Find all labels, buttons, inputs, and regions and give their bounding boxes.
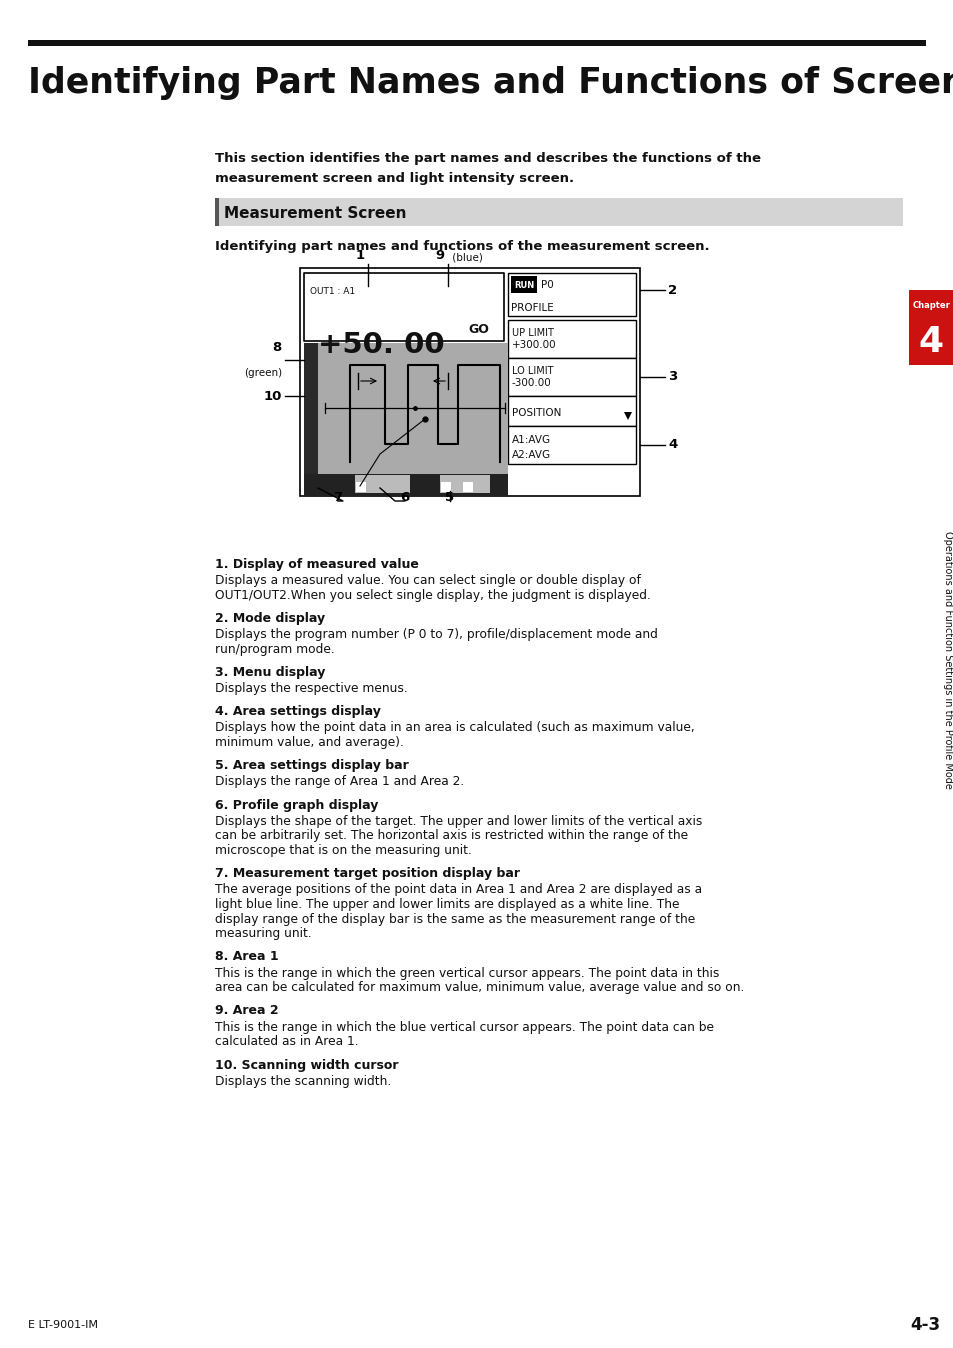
Text: 6: 6 [400, 491, 409, 504]
Text: Measurement Screen: Measurement Screen [224, 205, 406, 221]
Text: 1: 1 [355, 249, 365, 262]
Text: 1. Display of measured value: 1. Display of measured value [214, 558, 418, 572]
Text: 4. Area settings display: 4. Area settings display [214, 705, 380, 718]
Text: Displays the program number (P 0 to 7), profile/displacement mode and: Displays the program number (P 0 to 7), … [214, 628, 658, 642]
Text: 5. Area settings display bar: 5. Area settings display bar [214, 759, 408, 772]
Text: LO LIMIT: LO LIMIT [512, 367, 553, 376]
Text: area can be calculated for maximum value, minimum value, average value and so on: area can be calculated for maximum value… [214, 981, 743, 993]
Text: UP LIMIT: UP LIMIT [512, 328, 554, 338]
Text: 2: 2 [667, 283, 677, 297]
Text: display range of the display bar is the same as the measurement range of the: display range of the display bar is the … [214, 913, 695, 926]
Text: Displays the range of Area 1 and Area 2.: Displays the range of Area 1 and Area 2. [214, 775, 464, 789]
Text: calculated as in Area 1.: calculated as in Area 1. [214, 1035, 358, 1047]
Text: OUT1 : A1: OUT1 : A1 [310, 287, 355, 297]
Text: (blue): (blue) [449, 252, 482, 262]
Text: -300.00: -300.00 [512, 377, 551, 388]
Text: POSITION: POSITION [512, 408, 560, 418]
Bar [28, 40, 925, 46]
Text: E LT-9001-IM: E LT-9001-IM [28, 1320, 98, 1330]
Text: +50. 00: +50. 00 [317, 332, 444, 359]
Text: measurement screen and light intensity screen.: measurement screen and light intensity s… [214, 173, 574, 185]
Polygon shape [623, 412, 631, 421]
Text: This is the range in which the blue vertical cursor appears. The point data can : This is the range in which the blue vert… [214, 1020, 713, 1034]
Text: Displays how the point data in an area is calculated (such as maximum value,: Displays how the point data in an area i… [214, 721, 694, 735]
Bar [511, 276, 537, 293]
Text: 4: 4 [918, 325, 943, 359]
Text: 9. Area 2: 9. Area 2 [214, 1004, 278, 1018]
Text: This is the range in which the green vertical cursor appears. The point data in : This is the range in which the green ver… [214, 967, 719, 980]
Text: 3. Menu display: 3. Menu display [214, 666, 325, 679]
Bar [462, 483, 473, 492]
Text: light blue line. The upper and lower limits are displayed as a white line. The: light blue line. The upper and lower lim… [214, 898, 679, 911]
Text: 10. Scanning width cursor: 10. Scanning width cursor [214, 1058, 398, 1072]
Text: 6. Profile graph display: 6. Profile graph display [214, 799, 378, 811]
Text: Chapter: Chapter [912, 302, 949, 310]
Bar [507, 319, 636, 359]
Text: Operations and Function Settings in the Profile Mode: Operations and Function Settings in the … [942, 531, 952, 789]
Bar [355, 474, 410, 493]
Bar [304, 274, 503, 341]
Text: PROFILE: PROFILE [511, 303, 553, 313]
Bar [507, 396, 636, 426]
Text: minimum value, and average).: minimum value, and average). [214, 736, 403, 749]
Text: Identifying Part Names and Functions of Screens: Identifying Part Names and Functions of … [28, 66, 953, 100]
Text: 8: 8 [273, 341, 282, 355]
Bar [908, 290, 953, 365]
Text: GO: GO [468, 324, 488, 336]
Text: run/program mode.: run/program mode. [214, 643, 335, 655]
Bar [214, 198, 902, 226]
Text: This section identifies the part names and describes the functions of the: This section identifies the part names a… [214, 152, 760, 164]
Bar [299, 268, 639, 496]
Text: 5: 5 [445, 491, 454, 504]
Text: OUT1/OUT2.When you select single display, the judgment is displayed.: OUT1/OUT2.When you select single display… [214, 589, 650, 601]
Text: Displays the shape of the target. The upper and lower limits of the vertical axi: Displays the shape of the target. The up… [214, 816, 701, 828]
Text: can be arbitrarily set. The horizontal axis is restricted within the range of th: can be arbitrarily set. The horizontal a… [214, 829, 687, 842]
Text: measuring unit.: measuring unit. [214, 927, 312, 940]
Text: 9: 9 [436, 249, 444, 262]
Text: (green): (green) [244, 368, 282, 377]
Text: A2:AVG: A2:AVG [512, 450, 551, 460]
Text: 7. Measurement target position display bar: 7. Measurement target position display b… [214, 868, 519, 880]
Bar [304, 342, 317, 474]
Text: microscope that is on the measuring unit.: microscope that is on the measuring unit… [214, 844, 472, 857]
Text: Identifying part names and functions of the measurement screen.: Identifying part names and functions of … [214, 240, 709, 253]
Text: 4: 4 [667, 438, 677, 452]
Text: 10: 10 [263, 390, 282, 403]
Bar [507, 426, 636, 464]
Text: 7: 7 [334, 491, 342, 504]
Text: Displays the respective menus.: Displays the respective menus. [214, 682, 407, 696]
Bar [439, 474, 490, 493]
Text: Displays a measured value. You can select single or double display of: Displays a measured value. You can selec… [214, 574, 640, 586]
Text: +300.00: +300.00 [512, 340, 556, 350]
Bar [355, 483, 366, 492]
Text: 4-3: 4-3 [909, 1316, 939, 1335]
Text: Displays the scanning width.: Displays the scanning width. [214, 1074, 391, 1088]
Text: A1:AVG: A1:AVG [512, 435, 551, 445]
Text: 3: 3 [667, 371, 677, 383]
Text: RUN: RUN [514, 280, 534, 290]
Bar [507, 359, 636, 396]
Bar [304, 342, 507, 474]
Bar [507, 274, 636, 315]
Text: P0: P0 [540, 280, 553, 290]
Text: 2. Mode display: 2. Mode display [214, 612, 325, 625]
Text: 8. Area 1: 8. Area 1 [214, 950, 278, 964]
Text: The average positions of the point data in Area 1 and Area 2 are displayed as a: The average positions of the point data … [214, 883, 701, 896]
Bar [304, 474, 507, 496]
Bar [440, 483, 451, 492]
Bar [214, 198, 219, 226]
